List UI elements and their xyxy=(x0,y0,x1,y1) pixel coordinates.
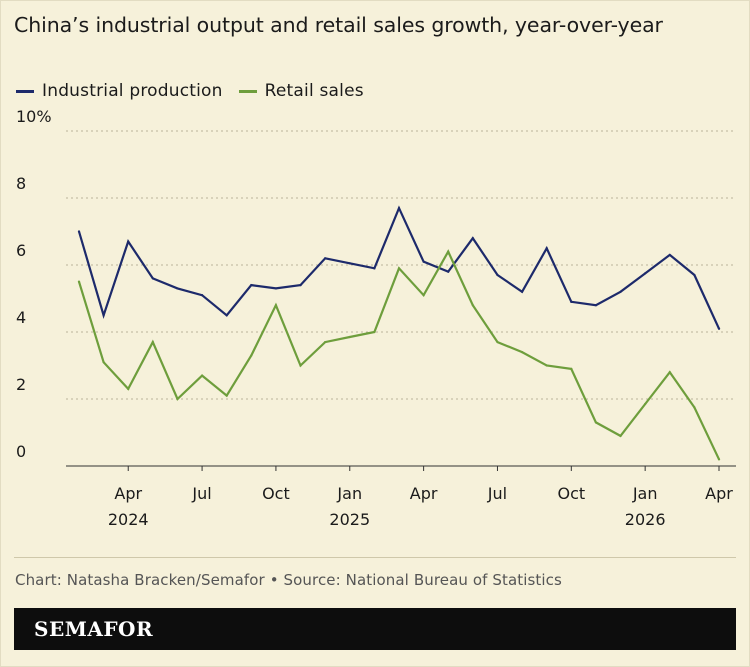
retail-point xyxy=(693,406,696,409)
retail-point xyxy=(397,267,401,270)
semafor-logo: SEMAFOR xyxy=(34,617,154,641)
brand-bar: SEMAFOR xyxy=(14,608,736,650)
retail-point xyxy=(619,434,622,437)
industrial-point xyxy=(348,262,351,265)
industrial-point xyxy=(545,247,548,250)
chart-credit: Chart: Natasha Bracken/Semafor • Source:… xyxy=(15,571,562,589)
y-tick-label: 10% xyxy=(16,110,52,126)
industrial-point xyxy=(151,277,154,280)
x-tick-label: Apr xyxy=(114,484,142,503)
retail-point xyxy=(151,340,154,344)
industrial-point xyxy=(127,240,130,243)
retail-point xyxy=(520,351,524,354)
retail-point xyxy=(594,421,598,424)
industrial-point xyxy=(471,237,474,240)
retail-point xyxy=(373,330,376,334)
line-chart: 0 2 4 6 8 10% Apr 2024 Jul Oct Jan 2025 Apr Jul Oct Jan… xyxy=(16,110,736,529)
industrial-point xyxy=(447,270,450,273)
retail-point xyxy=(496,340,499,344)
retail-point xyxy=(348,335,351,339)
legend-label-industrial: Industrial production xyxy=(42,81,223,101)
industrial-point xyxy=(373,267,376,270)
x-tick-label: Apr xyxy=(410,484,438,503)
x-tick-label: Jul xyxy=(487,484,507,503)
industrial-point xyxy=(644,272,647,275)
retail-point xyxy=(717,458,721,461)
industrial-point xyxy=(102,314,105,317)
retail-point xyxy=(545,364,548,367)
x-tick-label: Jan xyxy=(632,484,658,503)
retail-point xyxy=(77,280,81,283)
retail-point xyxy=(102,361,105,364)
industrial-point xyxy=(520,290,524,293)
x-tick-label: Jul xyxy=(191,484,211,503)
retail-point xyxy=(200,374,204,377)
retail-point xyxy=(570,367,573,370)
series-line-retail-sales xyxy=(77,249,721,461)
industrial-point xyxy=(422,260,425,263)
industrial-point xyxy=(668,253,671,257)
retail-point xyxy=(250,354,253,357)
industrial-point xyxy=(250,284,253,287)
industrial-point xyxy=(693,273,696,277)
industrial-point xyxy=(77,230,81,233)
x-tick-year-label: 2024 xyxy=(108,510,149,529)
retail-point xyxy=(127,387,130,391)
retail-point xyxy=(299,364,302,367)
legend-swatch-retail xyxy=(238,89,257,93)
industrial-point xyxy=(397,206,401,210)
legend: Industrial production Retail sales xyxy=(16,79,380,103)
industrial-point xyxy=(176,287,179,290)
industrial-point xyxy=(619,290,622,293)
chart-title: China’s industrial output and retail sal… xyxy=(14,13,663,37)
y-tick-label: 4 xyxy=(16,308,26,327)
industrial-point xyxy=(570,300,573,303)
legend-label-retail: Retail sales xyxy=(264,81,364,101)
retail-point xyxy=(644,402,647,406)
legend-item-retail: Retail sales xyxy=(238,81,364,101)
retail-point xyxy=(668,371,671,374)
industrial-point xyxy=(717,327,721,330)
legend-swatch-industrial xyxy=(16,89,34,93)
x-tick-year-label: 2026 xyxy=(625,510,666,529)
industrial-point xyxy=(299,284,302,287)
footer-divider xyxy=(14,557,736,558)
industrial-point xyxy=(200,294,204,297)
legend-item-industrial: Industrial production xyxy=(16,81,223,101)
retail-point xyxy=(225,394,228,397)
industrial-point xyxy=(274,287,278,290)
retail-point xyxy=(447,250,450,253)
retail-point xyxy=(324,340,327,344)
x-tick-year-label: 2025 xyxy=(329,510,370,529)
x-tick-label: Jan xyxy=(336,484,362,503)
y-tick-label: 8 xyxy=(16,174,26,193)
retail-point xyxy=(422,294,425,297)
x-tick-label: Oct xyxy=(262,484,290,503)
retail-point xyxy=(274,304,278,307)
y-tick-label: 6 xyxy=(16,241,26,260)
x-tick-label: Apr xyxy=(705,484,733,503)
retail-point xyxy=(471,304,474,307)
industrial-point xyxy=(324,257,327,260)
industrial-point xyxy=(496,273,499,277)
y-tick-label: 0 xyxy=(16,442,26,461)
retail-point xyxy=(176,397,179,401)
industrial-point xyxy=(225,314,228,317)
y-tick-label: 2 xyxy=(16,375,26,394)
x-tick-label: Oct xyxy=(557,484,585,503)
industrial-point xyxy=(594,304,598,307)
